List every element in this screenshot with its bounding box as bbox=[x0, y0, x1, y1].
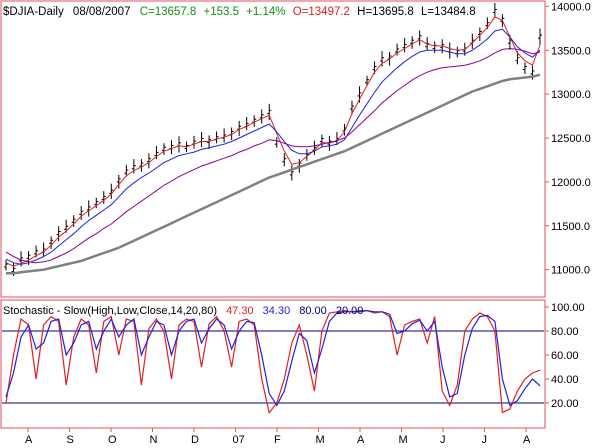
x-tick-label: J bbox=[482, 434, 488, 446]
date-label: 08/08/2007 bbox=[73, 6, 131, 18]
stoch-d-value: 34.30 bbox=[263, 305, 291, 317]
x-tick-label: M bbox=[316, 434, 325, 446]
x-tick-label: J bbox=[440, 434, 446, 446]
stoch-upper: 80.00 bbox=[299, 305, 327, 317]
x-tick-label: M bbox=[399, 434, 408, 446]
stoch-y-tick-label: 40.00 bbox=[551, 374, 579, 386]
price-header: $DJIA-Daily 08/08/2007 C=13657.8 +153.5 … bbox=[3, 6, 476, 18]
price-y-tick-label: 11000.0 bbox=[551, 265, 590, 277]
stoch-y-tick-label: 100.00 bbox=[551, 302, 585, 314]
stoch-y-tick-label: 60.00 bbox=[551, 350, 579, 362]
ma_long-line bbox=[5, 47, 541, 264]
stoch-k-value: 47.30 bbox=[226, 305, 254, 317]
pct-label: +1.14% bbox=[246, 6, 285, 18]
close-label: C=13657.8 bbox=[140, 6, 197, 18]
price-series bbox=[4, 2, 542, 276]
open-label: O=13497.2 bbox=[293, 6, 350, 18]
pct_d-line bbox=[5, 309, 541, 407]
high-label: H=13695.8 bbox=[357, 6, 414, 18]
price-y-tick-label: 12000.0 bbox=[551, 177, 591, 189]
price-y-tick-label: 13000.0 bbox=[551, 89, 591, 101]
pct_k-line bbox=[5, 309, 541, 414]
x-tick-label: O bbox=[108, 434, 117, 446]
price-y-tick-label: 13500.0 bbox=[551, 45, 591, 57]
price-y-tick-label: 12500.0 bbox=[551, 133, 591, 145]
x-tick-label: F bbox=[274, 434, 281, 446]
price-y-axis: 14000.0 13500.0 13000.0 12500.0 12000.0 11500… bbox=[545, 1, 591, 277]
low-label: L=13484.8 bbox=[421, 6, 476, 18]
ma_mid-line bbox=[5, 28, 541, 265]
stoch-y-tick-label: 80.00 bbox=[551, 326, 579, 338]
stoch-lower: 20.00 bbox=[336, 305, 364, 317]
x-tick-label: S bbox=[67, 434, 74, 446]
stoch-panel-frame bbox=[0, 299, 546, 429]
stoch-grid bbox=[2, 330, 544, 404]
stoch-series bbox=[5, 309, 541, 414]
x-axis: A S O N D 07 F M A M J J A bbox=[25, 428, 531, 446]
x-tick-label: A bbox=[523, 434, 531, 446]
price-panel-frame bbox=[0, 0, 546, 298]
ma_short-line bbox=[5, 16, 541, 267]
x-tick-label: A bbox=[357, 434, 365, 446]
change-label: +153.5 bbox=[203, 6, 239, 18]
price-y-tick-label: 11500.0 bbox=[551, 221, 590, 233]
stoch-y-axis: 100.00 80.00 60.00 40.00 20.00 bbox=[545, 302, 585, 410]
ma_200-line bbox=[6, 73, 541, 275]
stoch-header: Stochastic - Slow(High,Low,Close,14,20,8… bbox=[3, 305, 363, 317]
x-tick-label: N bbox=[150, 434, 158, 446]
x-tick-label: D bbox=[191, 434, 199, 446]
symbol-label: $DJIA-Daily bbox=[3, 6, 64, 18]
x-tick-label: 07 bbox=[233, 434, 245, 446]
x-tick-label: A bbox=[25, 434, 33, 446]
price-y-tick-label: 14000.0 bbox=[551, 1, 591, 13]
stoch-label: Stochastic - Slow(High,Low,Close,14,20,8… bbox=[3, 305, 217, 317]
stoch-y-tick-label: 20.00 bbox=[551, 398, 579, 410]
